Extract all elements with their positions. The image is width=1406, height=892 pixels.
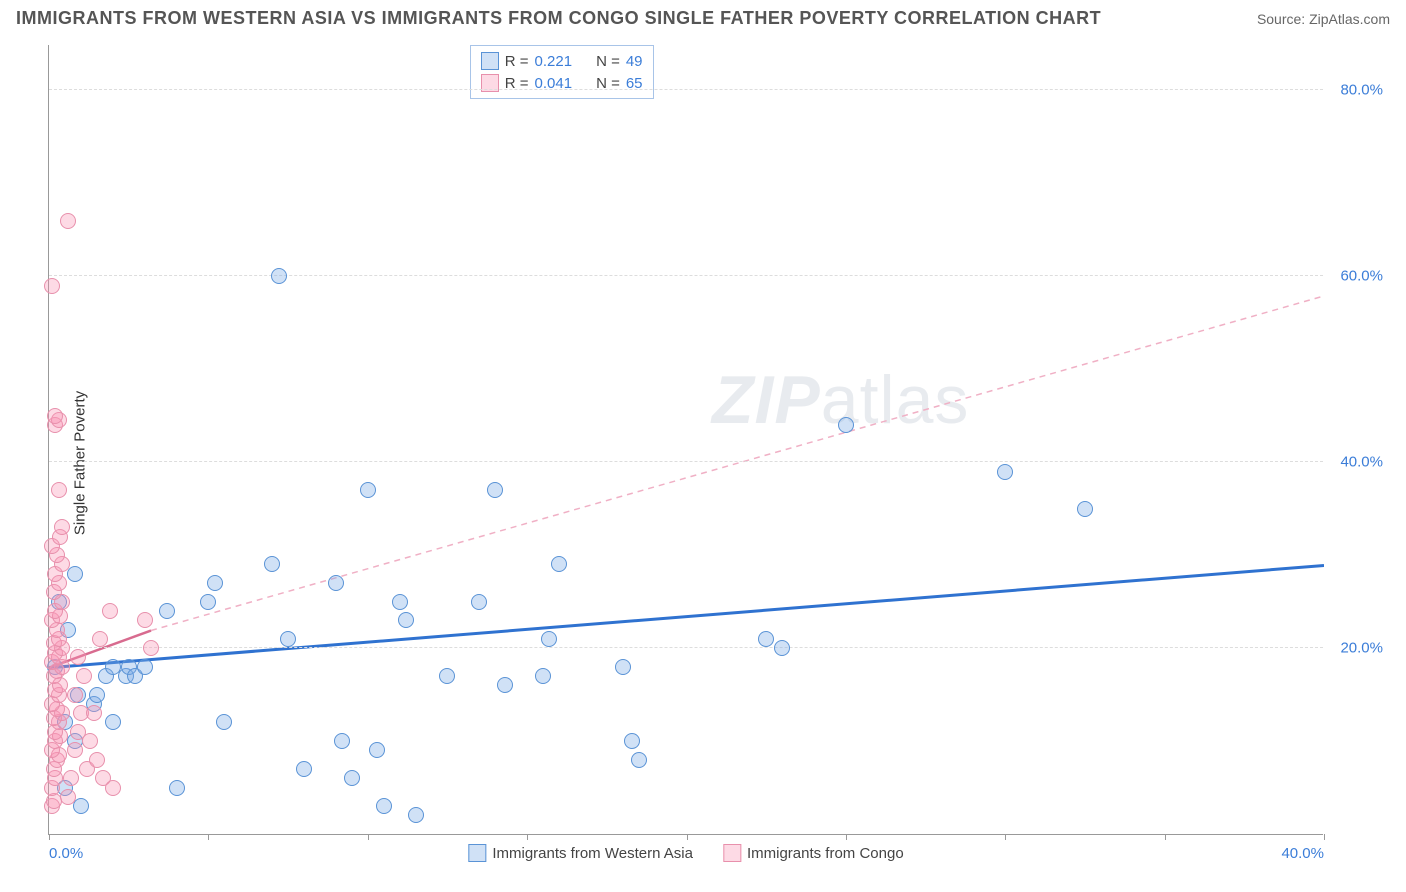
data-point: [89, 687, 105, 703]
data-point: [264, 556, 280, 572]
data-point: [86, 705, 102, 721]
data-point: [376, 798, 392, 814]
data-point: [271, 268, 287, 284]
title-bar: IMMIGRANTS FROM WESTERN ASIA VS IMMIGRAN…: [0, 0, 1406, 35]
legend-r-value: 0.221: [535, 53, 573, 70]
data-point: [70, 649, 86, 665]
data-point: [102, 603, 118, 619]
data-point: [334, 733, 350, 749]
data-point: [54, 519, 70, 535]
data-point: [216, 714, 232, 730]
legend-series: Immigrants from Western Asia Immigrants f…: [468, 844, 903, 862]
data-point: [471, 594, 487, 610]
legend-row: R = 0.221 N = 49: [481, 50, 643, 72]
data-point: [169, 780, 185, 796]
data-point: [624, 733, 640, 749]
data-point: [360, 482, 376, 498]
x-tick-label: 0.0%: [49, 845, 83, 862]
data-point: [551, 556, 567, 572]
data-point: [497, 677, 513, 693]
x-tick: [687, 834, 688, 840]
gridline: [49, 647, 1323, 648]
x-tick-label: 40.0%: [1281, 845, 1324, 862]
gridline: [49, 89, 1323, 90]
data-point: [487, 482, 503, 498]
gridline: [49, 461, 1323, 462]
data-point: [280, 631, 296, 647]
legend-n-label: N =: [596, 53, 620, 70]
plot-area: ZIPatlas R = 0.221N = 49R = 0.041N = 65 …: [48, 45, 1323, 835]
data-point: [392, 594, 408, 610]
data-point: [60, 213, 76, 229]
data-point: [82, 733, 98, 749]
legend-series-label: Immigrants from Western Asia: [492, 845, 693, 862]
legend-r-label: R =: [505, 53, 529, 70]
legend-row: R = 0.041N = 65: [481, 72, 643, 94]
data-point: [200, 594, 216, 610]
gridline: [49, 275, 1323, 276]
data-point: [758, 631, 774, 647]
data-point: [369, 742, 385, 758]
legend-swatch: [468, 844, 486, 862]
data-point: [67, 566, 83, 582]
x-tick: [846, 834, 847, 840]
data-point: [47, 408, 63, 424]
data-point: [76, 668, 92, 684]
x-tick: [208, 834, 209, 840]
x-tick: [1165, 834, 1166, 840]
y-tick-label: 20.0%: [1328, 640, 1383, 657]
watermark-zip: ZIP: [712, 362, 821, 438]
data-point: [631, 752, 647, 768]
x-tick: [368, 834, 369, 840]
legend-series-item: Immigrants from Congo: [723, 844, 904, 862]
data-point: [207, 575, 223, 591]
y-tick-label: 60.0%: [1328, 268, 1383, 285]
data-point: [105, 714, 121, 730]
data-point: [63, 770, 79, 786]
data-point: [774, 640, 790, 656]
data-point: [105, 780, 121, 796]
data-point: [398, 612, 414, 628]
data-point: [143, 640, 159, 656]
data-point: [615, 659, 631, 675]
data-point: [344, 770, 360, 786]
chart-container: Single Father Poverty ZIPatlas R = 0.221…: [0, 35, 1406, 890]
legend-series-item: Immigrants from Western Asia: [468, 844, 693, 862]
legend-n-value: 49: [626, 53, 643, 70]
data-point: [439, 668, 455, 684]
data-point: [1077, 501, 1093, 517]
data-point: [541, 631, 557, 647]
legend-swatch: [481, 52, 499, 70]
data-point: [60, 789, 76, 805]
x-tick: [1324, 834, 1325, 840]
data-point: [328, 575, 344, 591]
data-point: [408, 807, 424, 823]
legend-series-label: Immigrants from Congo: [747, 845, 904, 862]
y-tick-label: 80.0%: [1328, 82, 1383, 99]
legend-swatch: [723, 844, 741, 862]
data-point: [89, 752, 105, 768]
trend-lines: [49, 45, 1324, 835]
data-point: [73, 798, 89, 814]
data-point: [296, 761, 312, 777]
data-point: [44, 278, 60, 294]
data-point: [535, 668, 551, 684]
data-point: [159, 603, 175, 619]
data-point: [92, 631, 108, 647]
y-tick-label: 40.0%: [1328, 454, 1383, 471]
data-point: [51, 482, 67, 498]
x-tick: [49, 834, 50, 840]
x-tick: [527, 834, 528, 840]
data-point: [137, 612, 153, 628]
x-tick: [1005, 834, 1006, 840]
chart-title: IMMIGRANTS FROM WESTERN ASIA VS IMMIGRAN…: [16, 8, 1101, 29]
data-point: [67, 742, 83, 758]
data-point: [997, 464, 1013, 480]
source-label: Source: ZipAtlas.com: [1257, 11, 1390, 27]
data-point: [67, 687, 83, 703]
data-point: [137, 659, 153, 675]
data-point: [838, 417, 854, 433]
legend-correlation: R = 0.221 N = 49 R = 0.041N = 65: [470, 45, 654, 99]
